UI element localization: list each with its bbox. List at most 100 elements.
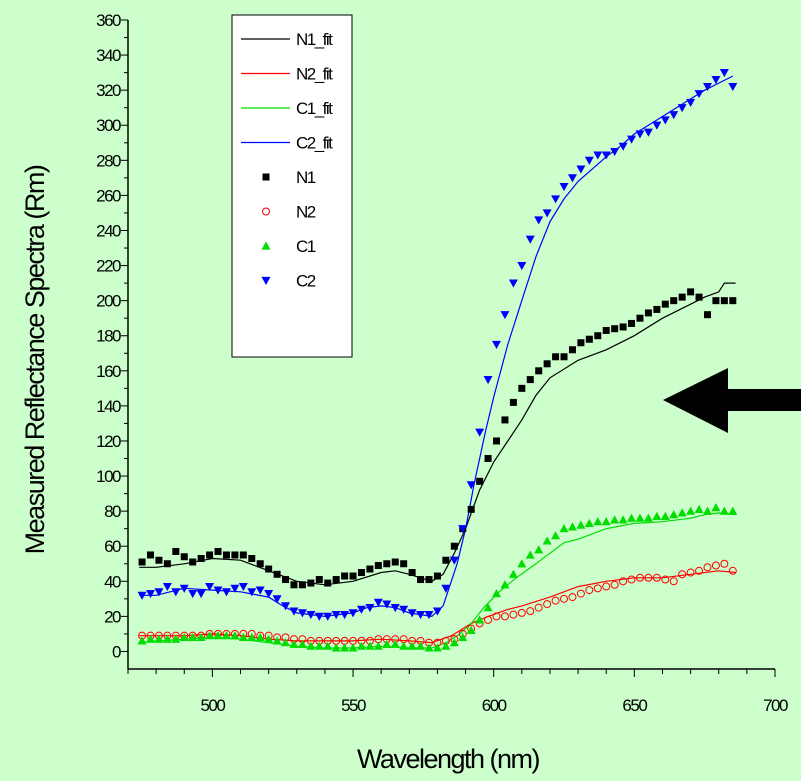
point-n1 bbox=[442, 556, 450, 564]
point-c2 bbox=[373, 598, 383, 607]
point-n1 bbox=[332, 576, 340, 584]
point-c2 bbox=[449, 556, 459, 565]
point-n2 bbox=[711, 561, 720, 570]
point-c1 bbox=[154, 634, 164, 643]
point-n2 bbox=[526, 607, 535, 616]
point-n1 bbox=[357, 569, 365, 577]
point-n1 bbox=[611, 325, 619, 333]
point-c2 bbox=[416, 611, 426, 620]
x-tick-label: 550 bbox=[341, 696, 366, 715]
point-c1 bbox=[542, 536, 552, 545]
point-n1 bbox=[290, 581, 298, 589]
point-c1 bbox=[677, 508, 687, 517]
y-tick-label: 300 bbox=[96, 116, 121, 135]
point-c1 bbox=[449, 638, 459, 647]
point-c1 bbox=[264, 634, 274, 643]
point-c1 bbox=[719, 506, 729, 515]
y-tick-label: 340 bbox=[96, 46, 121, 65]
point-c1 bbox=[593, 517, 603, 526]
point-n1 bbox=[273, 570, 281, 578]
point-c2 bbox=[331, 611, 341, 620]
point-c1 bbox=[424, 643, 434, 652]
point-c1 bbox=[694, 504, 704, 513]
point-c2 bbox=[542, 209, 552, 218]
point-n1 bbox=[425, 576, 433, 584]
point-c2 bbox=[179, 584, 189, 593]
point-c1 bbox=[365, 641, 375, 650]
point-n2 bbox=[576, 589, 585, 598]
point-c1 bbox=[348, 643, 358, 652]
point-c2 bbox=[627, 135, 637, 144]
point-n1 bbox=[577, 339, 585, 347]
point-c2 bbox=[297, 609, 307, 618]
point-n1 bbox=[172, 547, 180, 555]
point-c1 bbox=[584, 518, 594, 528]
point-n2 bbox=[484, 615, 493, 624]
point-c2 bbox=[255, 586, 265, 595]
point-c2 bbox=[247, 588, 257, 597]
legend-label: C2 bbox=[296, 272, 316, 291]
point-c1 bbox=[230, 631, 240, 640]
point-c1 bbox=[196, 632, 206, 642]
point-n2 bbox=[720, 559, 729, 568]
point-c1 bbox=[213, 631, 223, 640]
point-n1 bbox=[214, 547, 222, 555]
x-axis-title: Wavelength (nm) bbox=[357, 744, 540, 774]
y-tick-label: 40 bbox=[104, 572, 121, 591]
point-c1 bbox=[610, 515, 620, 524]
point-c1 bbox=[458, 632, 468, 642]
legend: N1_fit N2_fit C1_fit C2_fit N1 N2 C1 C2 bbox=[231, 14, 353, 358]
point-c1 bbox=[407, 641, 417, 650]
point-c2 bbox=[525, 235, 535, 244]
point-c1 bbox=[373, 641, 383, 650]
point-c2 bbox=[458, 525, 468, 534]
point-c2 bbox=[492, 340, 502, 349]
point-c1 bbox=[399, 641, 409, 650]
point-n2 bbox=[500, 612, 509, 621]
point-c1 bbox=[475, 615, 485, 624]
point-c1 bbox=[323, 641, 333, 650]
point-c2 bbox=[365, 604, 375, 613]
legend-label: N1_fit bbox=[296, 30, 333, 49]
point-c2 bbox=[399, 605, 409, 614]
point-c2 bbox=[213, 586, 223, 595]
point-n2 bbox=[602, 582, 611, 591]
point-c2 bbox=[593, 151, 603, 160]
legend-label: N1 bbox=[296, 168, 316, 187]
point-n1 bbox=[518, 384, 526, 392]
point-c2 bbox=[238, 582, 248, 592]
point-c1 bbox=[247, 632, 257, 642]
y-tick-label: 220 bbox=[96, 257, 121, 276]
point-c1 bbox=[466, 625, 476, 635]
y-tick-label: 200 bbox=[96, 292, 121, 311]
point-c1 bbox=[702, 506, 712, 515]
point-n2 bbox=[399, 635, 408, 644]
point-n1 bbox=[383, 560, 391, 568]
point-n1 bbox=[619, 323, 627, 331]
point-c1 bbox=[551, 531, 561, 540]
point-c2 bbox=[162, 582, 172, 592]
point-c1 bbox=[238, 632, 248, 642]
point-n1 bbox=[324, 579, 332, 587]
point-c2 bbox=[508, 279, 518, 288]
point-c2 bbox=[711, 76, 721, 85]
y-tick-label: 360 bbox=[96, 11, 121, 30]
point-n1 bbox=[501, 416, 509, 424]
point-n2 bbox=[560, 594, 569, 603]
point-c2 bbox=[154, 588, 164, 597]
point-c2 bbox=[188, 589, 198, 599]
point-n1 bbox=[147, 551, 155, 559]
point-n1 bbox=[703, 311, 711, 319]
point-n1 bbox=[678, 293, 686, 301]
point-c2 bbox=[601, 151, 611, 160]
point-c2 bbox=[719, 69, 729, 78]
point-n2 bbox=[669, 577, 678, 586]
fit-line-c2-fit bbox=[139, 75, 734, 618]
point-c1 bbox=[432, 643, 442, 652]
point-n1 bbox=[256, 560, 264, 568]
point-n1 bbox=[636, 314, 644, 322]
y-tick-label: 20 bbox=[104, 607, 121, 626]
point-n1 bbox=[138, 558, 146, 566]
point-c2 bbox=[677, 104, 687, 113]
point-n1 bbox=[366, 565, 374, 573]
